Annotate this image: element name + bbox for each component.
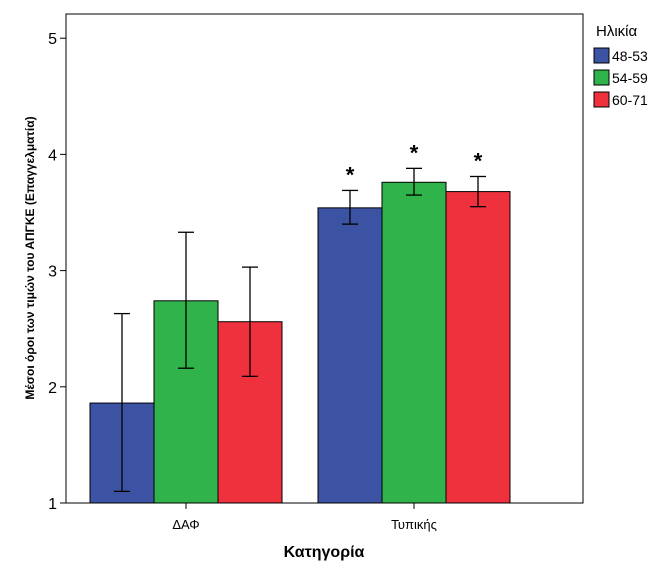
legend-swatch — [593, 69, 610, 86]
legend: Ηλικία 48-53 54-59 60-71 — [593, 23, 648, 108]
y-tick-label: 5 — [48, 31, 57, 48]
significance-marker: * — [346, 162, 355, 187]
y-axis: 1 2 3 4 5 — [48, 31, 66, 513]
y-tick-label: 4 — [48, 147, 57, 164]
y-tick-label: 1 — [48, 496, 57, 513]
significance-marker: * — [410, 140, 419, 165]
bar — [317, 207, 383, 504]
error-bars-layer — [114, 167, 486, 493]
significance-markers-layer: * * * — [346, 140, 483, 187]
bar — [381, 181, 447, 504]
legend-swatch — [593, 91, 610, 108]
legend-title: Ηλικία — [596, 23, 637, 40]
x-axis: ΔΑΦ Τυπικής — [172, 503, 437, 532]
bar — [445, 191, 511, 504]
x-tick-label: ΔΑΦ — [172, 517, 199, 532]
y-tick-label: 2 — [48, 380, 57, 397]
legend-label: 60-71 — [612, 92, 648, 108]
x-axis-label: Κατηγορία — [284, 544, 365, 561]
y-axis-label: Μέσοι όροι των τιμών του ΑΠΓΚΕ (Επαγγελμ… — [23, 116, 37, 399]
legend-swatch — [593, 47, 610, 64]
legend-label: 54-59 — [612, 70, 648, 86]
y-tick-label: 3 — [48, 264, 57, 281]
significance-marker: * — [474, 148, 483, 173]
legend-label: 48-53 — [612, 48, 648, 64]
legend-items: 48-53 54-59 60-71 — [593, 47, 648, 108]
x-tick-label: Τυπικής — [391, 517, 437, 532]
